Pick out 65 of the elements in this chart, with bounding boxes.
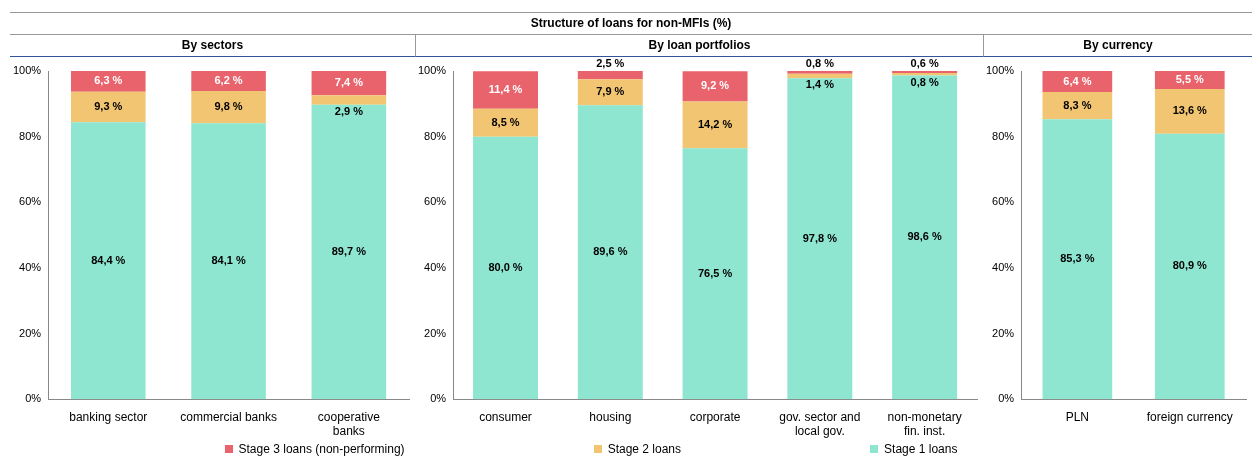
- y-tick-label: 20%: [19, 326, 42, 339]
- data-label: 0,6 %: [910, 57, 939, 70]
- data-label: 8,5 %: [491, 115, 520, 128]
- data-label: 80,0 %: [488, 260, 523, 273]
- y-tick-label: 40%: [992, 260, 1015, 273]
- data-label: 6,2 %: [214, 73, 243, 86]
- legend-label: Stage 3 loans (non-performing): [238, 442, 405, 456]
- data-label: 84,4 %: [91, 253, 126, 266]
- x-tick-label: corporate: [689, 409, 741, 424]
- x-tick-label: gov. sector and local gov.: [779, 409, 861, 439]
- data-label: 76,5 %: [697, 266, 733, 279]
- legend-label: Stage 1 loans: [884, 442, 958, 456]
- data-label: 89,6 %: [593, 245, 628, 258]
- y-tick-label: 0%: [25, 392, 42, 405]
- data-label: 2,9 %: [334, 104, 364, 117]
- data-label: 13,6 %: [1172, 104, 1208, 117]
- data-label: 6,4 %: [1063, 74, 1092, 87]
- legend-label: Stage 2 loans: [607, 442, 682, 456]
- y-tick-label: 60%: [992, 195, 1015, 208]
- data-label: 80,9 %: [1172, 259, 1208, 272]
- chart-subtitle: By loan portfolios: [415, 35, 983, 57]
- x-tick-label: housing: [589, 409, 632, 424]
- data-label: 7,4 %: [334, 76, 364, 89]
- x-tick-label: banking sector: [69, 409, 148, 424]
- chart-title: Structure of loans for non-MFIs (%): [10, 12, 1252, 35]
- y-tick-label: 60%: [19, 195, 42, 208]
- data-label: 6,3 %: [94, 74, 123, 87]
- y-tick-label: 40%: [19, 260, 42, 273]
- data-label: 98,6 %: [907, 230, 942, 243]
- x-tick-label: PLN: [1065, 409, 1090, 424]
- data-label: 89,7 %: [331, 245, 367, 258]
- data-label: 0,8 %: [805, 57, 835, 70]
- y-tick-label: 60%: [424, 195, 447, 208]
- x-tick-label: consumer: [479, 409, 532, 424]
- y-tick-label: 100%: [985, 64, 1015, 77]
- chart-subtitle: By sectors: [10, 35, 415, 57]
- data-label: 0,8 %: [910, 75, 939, 88]
- data-label: 2,5 %: [596, 57, 625, 70]
- x-tick-label: commercial banks: [180, 409, 277, 424]
- y-tick-label: 80%: [992, 129, 1015, 142]
- y-tick-label: 40%: [424, 260, 447, 273]
- x-tick-label: cooperative banks: [317, 409, 381, 439]
- data-label: 9,2 %: [701, 79, 730, 92]
- data-label: 9,8 %: [214, 100, 243, 113]
- y-tick-label: 80%: [424, 129, 447, 142]
- data-label: 84,1 %: [211, 254, 246, 267]
- data-label: 1,4 %: [805, 78, 835, 91]
- y-tick-label: 20%: [992, 326, 1015, 339]
- data-label: 7,9 %: [596, 85, 625, 98]
- y-tick-label: 100%: [12, 64, 42, 77]
- data-label: 85,3 %: [1060, 252, 1095, 265]
- y-tick-label: 100%: [417, 64, 447, 77]
- data-label: 9,3 %: [94, 99, 123, 112]
- chart-subtitle: By currency: [983, 35, 1252, 57]
- y-tick-label: 20%: [424, 326, 447, 339]
- y-tick-label: 80%: [19, 129, 42, 142]
- data-label: 11,4 %: [488, 83, 523, 96]
- x-tick-label: non-monetary fin. inst.: [887, 409, 962, 439]
- data-label: 97,8 %: [802, 231, 838, 244]
- y-tick-label: 0%: [430, 392, 447, 405]
- x-tick-label: foreign currency: [1146, 409, 1233, 424]
- data-label: 14,2 %: [697, 117, 733, 130]
- y-tick-label: 0%: [998, 392, 1015, 405]
- data-label: 8,3 %: [1063, 98, 1092, 111]
- data-label: 5,5 %: [1175, 73, 1205, 86]
